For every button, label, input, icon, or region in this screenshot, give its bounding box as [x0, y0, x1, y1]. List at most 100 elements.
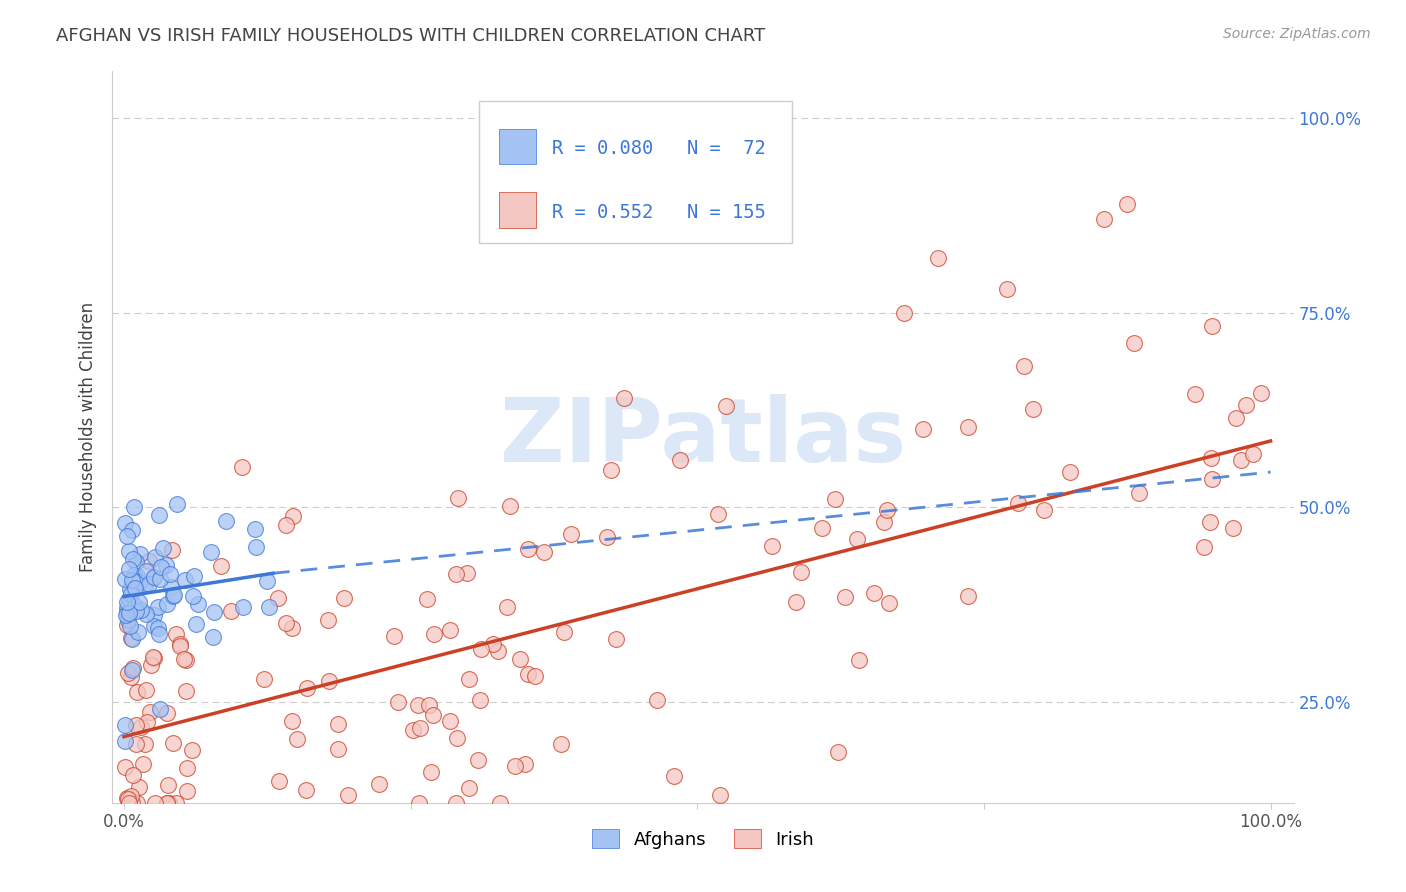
Point — [790, 565, 813, 579]
Point — [524, 669, 547, 683]
Point — [114, 760, 136, 774]
Point — [135, 607, 157, 621]
Point — [848, 652, 870, 666]
Point — [149, 702, 172, 716]
Point — [155, 598, 177, 612]
Point — [1022, 402, 1045, 417]
Point — [709, 788, 731, 802]
Point — [285, 732, 308, 747]
Point — [515, 756, 537, 771]
Point — [125, 718, 148, 732]
Point — [402, 723, 425, 738]
Point — [125, 737, 148, 751]
Point — [863, 586, 886, 600]
Point — [256, 574, 278, 588]
Point — [138, 705, 160, 719]
Point — [281, 621, 304, 635]
Point — [174, 573, 197, 587]
Legend: Afghans, Irish: Afghans, Irish — [585, 822, 821, 856]
Point — [156, 778, 179, 792]
Point — [122, 500, 145, 515]
Point — [174, 653, 197, 667]
Point — [129, 603, 152, 617]
Point — [114, 733, 136, 747]
Point — [148, 626, 170, 640]
Point — [333, 591, 356, 605]
Point — [1012, 359, 1035, 373]
Point — [117, 792, 139, 806]
Point — [146, 600, 169, 615]
Point — [599, 463, 621, 477]
Point — [645, 693, 668, 707]
Point — [517, 667, 540, 681]
Point — [458, 672, 481, 686]
Point — [336, 788, 359, 802]
Point — [1122, 335, 1144, 350]
Point — [486, 644, 509, 658]
Point — [495, 599, 517, 614]
Point — [470, 641, 492, 656]
Point — [664, 768, 686, 782]
Point — [121, 663, 143, 677]
Point — [409, 722, 432, 736]
Point — [134, 578, 156, 592]
Point — [201, 630, 224, 644]
Point — [257, 600, 280, 615]
Point — [231, 460, 253, 475]
Point — [509, 652, 531, 666]
Point — [420, 765, 443, 780]
Point — [245, 540, 267, 554]
Point — [811, 521, 834, 535]
Point — [1128, 486, 1150, 500]
Point — [136, 715, 159, 730]
Point — [132, 757, 155, 772]
Point — [316, 613, 339, 627]
Point — [125, 796, 148, 810]
Point — [143, 796, 166, 810]
Point — [187, 597, 209, 611]
Point — [215, 514, 238, 528]
Point — [142, 650, 165, 665]
Point — [1184, 387, 1206, 401]
Point — [318, 673, 340, 688]
Point — [157, 796, 180, 810]
Point — [159, 567, 181, 582]
Point — [125, 555, 148, 569]
Point — [165, 796, 187, 810]
Point — [114, 718, 136, 732]
Point — [118, 582, 141, 597]
Point — [165, 627, 187, 641]
FancyBboxPatch shape — [499, 193, 537, 228]
Text: AFGHAN VS IRISH FAMILY HOUSEHOLDS WITH CHILDREN CORRELATION CHART: AFGHAN VS IRISH FAMILY HOUSEHOLDS WITH C… — [56, 27, 765, 45]
Point — [439, 714, 461, 729]
Point — [135, 683, 157, 698]
Point — [824, 492, 846, 507]
Point — [209, 558, 232, 573]
Point — [162, 589, 184, 603]
Point — [281, 509, 304, 524]
Point — [114, 516, 136, 530]
Point — [439, 623, 461, 637]
Point — [295, 783, 318, 797]
Text: ZIPatlas: ZIPatlas — [501, 393, 905, 481]
Point — [326, 741, 349, 756]
Point — [1032, 503, 1054, 517]
Point — [120, 631, 142, 645]
Point — [1199, 516, 1222, 530]
Point — [387, 695, 409, 709]
Point — [128, 575, 150, 590]
Point — [877, 596, 900, 610]
Point — [873, 515, 896, 529]
Point — [174, 684, 197, 698]
Text: R = 0.080   N =  72: R = 0.080 N = 72 — [551, 139, 766, 159]
Point — [761, 539, 783, 553]
Point — [1201, 318, 1223, 333]
Point — [707, 507, 730, 521]
Point — [368, 776, 391, 790]
Point — [125, 685, 148, 699]
Point — [1230, 453, 1253, 467]
Point — [1092, 212, 1115, 227]
Point — [533, 545, 555, 559]
Point — [152, 541, 174, 556]
Point — [120, 789, 142, 803]
